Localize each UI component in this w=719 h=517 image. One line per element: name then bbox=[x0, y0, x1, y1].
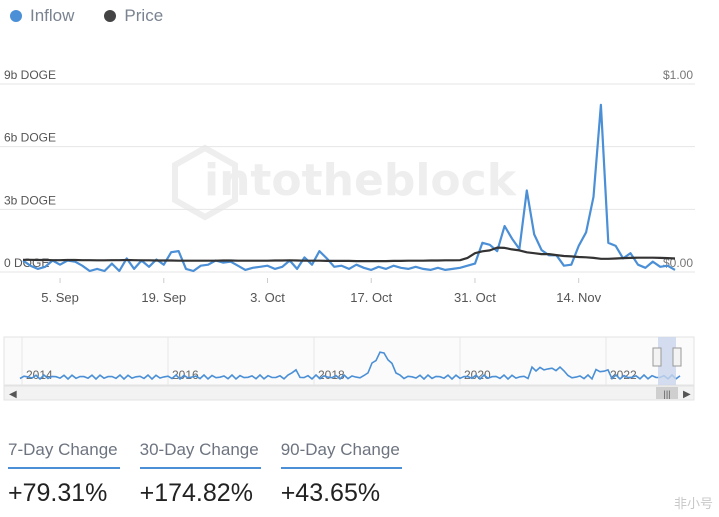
stat-30-day-label[interactable]: 30-Day Change bbox=[139, 440, 261, 469]
chart-legend: Inflow Price bbox=[10, 6, 163, 26]
change-stats: 7-Day Change +79.31% 30-Day Change +174.… bbox=[8, 440, 402, 508]
x-tick-label: 5. Sep bbox=[41, 290, 79, 305]
x-tick-label: 14. Nov bbox=[556, 290, 601, 305]
scroll-thumb bbox=[656, 387, 678, 399]
series-line-inflow bbox=[22, 103, 676, 273]
scroll-left-arrow-icon: ◀ bbox=[9, 389, 17, 400]
x-tick-label: 3. Oct bbox=[250, 290, 285, 305]
stat-7-day-value: +79.31% bbox=[8, 479, 108, 507]
navigator-series-line bbox=[19, 351, 681, 381]
navigator-left-handle-icon bbox=[652, 347, 662, 367]
stat-7-day-label[interactable]: 7-Day Change bbox=[8, 440, 120, 469]
range-navigator[interactable]: 2014 2016 2018 2020 2022◀ ▶||| bbox=[0, 334, 719, 404]
x-tick-label: 31. Oct bbox=[454, 290, 496, 305]
watermark-logo-icon bbox=[172, 144, 238, 221]
navigator-year-label: 2020 bbox=[464, 368, 491, 382]
right-tick-label: $1.00 bbox=[663, 68, 693, 82]
scroll-right-arrow-icon: ▶ bbox=[683, 389, 691, 400]
navigator-year-label: 2018 bbox=[318, 368, 345, 382]
inflow-swatch-icon bbox=[10, 10, 22, 22]
price-swatch-icon bbox=[104, 10, 117, 22]
corner-brand-logo: 非小号 bbox=[673, 496, 713, 511]
left-tick-label: 9b DOGE bbox=[4, 68, 56, 82]
navigator-scrollbar bbox=[3, 385, 695, 401]
left-tick-label: 3b DOGE bbox=[4, 193, 56, 207]
navigator-right-handle-icon bbox=[672, 347, 682, 367]
left-tick-label: 6b DOGE bbox=[4, 131, 56, 145]
stat-30-day: 30-Day Change +174.82% bbox=[139, 440, 261, 508]
scroll-grip-icon: ||| bbox=[663, 389, 670, 399]
x-tick-label: 19. Sep bbox=[141, 290, 186, 305]
legend-label-price: Price bbox=[124, 6, 164, 25]
stat-90-day-value: +43.65% bbox=[280, 479, 381, 507]
stat-30-day-value: +174.82% bbox=[139, 479, 253, 507]
navigator-year-label: 2014 bbox=[26, 368, 53, 382]
x-tick-label: 17. Oct bbox=[350, 290, 392, 305]
series-line-price bbox=[23, 246, 676, 263]
watermark-text: intotheblock bbox=[204, 155, 518, 206]
stat-90-day-label[interactable]: 90-Day Change bbox=[280, 440, 402, 469]
legend-item-inflow[interactable]: Inflow bbox=[10, 6, 74, 26]
legend-item-price[interactable]: Price bbox=[104, 6, 163, 26]
legend-label-inflow: Inflow bbox=[30, 6, 75, 25]
navigator-selection bbox=[658, 337, 676, 385]
stat-90-day: 90-Day Change +43.65% bbox=[280, 440, 402, 508]
stat-7-day: 7-Day Change +79.31% bbox=[8, 440, 120, 508]
